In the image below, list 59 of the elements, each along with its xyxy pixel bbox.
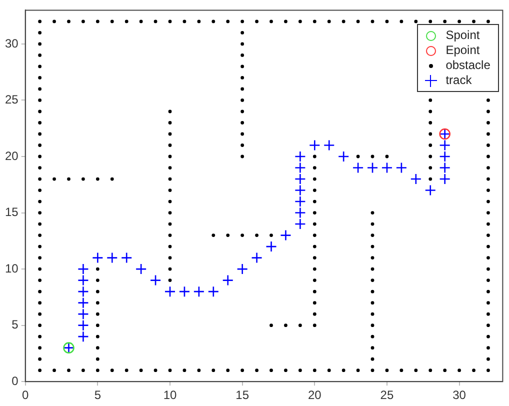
point — [323, 140, 335, 151]
point — [78, 263, 89, 275]
x-tick-label: 30 — [452, 388, 466, 402]
point — [78, 308, 89, 320]
point — [106, 252, 118, 264]
y-tick-label: 5 — [12, 318, 19, 332]
point — [396, 162, 408, 174]
x-tick-label: 5 — [94, 388, 102, 402]
point — [439, 150, 450, 162]
point — [294, 218, 306, 230]
point — [178, 286, 190, 298]
point — [92, 252, 104, 264]
x-tick-label: 0 — [22, 388, 30, 402]
point — [309, 140, 320, 151]
point — [78, 286, 89, 298]
point — [120, 252, 132, 264]
legend-label: Epoint — [446, 43, 480, 58]
point — [439, 173, 450, 185]
point — [410, 173, 422, 185]
point — [193, 286, 205, 298]
point — [78, 330, 89, 342]
point — [338, 150, 350, 162]
point — [439, 162, 450, 174]
point — [294, 184, 306, 196]
legend-label: Spoint — [446, 28, 480, 44]
point — [294, 150, 306, 162]
point — [366, 162, 378, 174]
y-tick-label: 15 — [4, 205, 19, 220]
point — [135, 263, 147, 275]
point — [280, 230, 292, 241]
point — [78, 297, 89, 308]
point — [294, 173, 306, 185]
legend-label: track — [446, 73, 472, 88]
point — [352, 162, 364, 174]
y-tick-label: 0 — [12, 374, 19, 388]
point — [150, 274, 162, 286]
y-tick-label: 10 — [4, 261, 19, 276]
point — [164, 286, 176, 298]
y-tick-label: 25 — [4, 92, 19, 107]
y-tick-label: 20 — [4, 148, 19, 163]
x-tick-label: 15 — [236, 388, 250, 402]
point — [381, 162, 393, 174]
point — [266, 240, 277, 252]
point — [439, 140, 450, 151]
point — [78, 274, 89, 286]
point — [424, 184, 436, 196]
point — [208, 286, 220, 298]
x-tick-label: 20 — [308, 388, 322, 402]
point — [251, 252, 262, 264]
x-tick-label: 10 — [163, 388, 177, 402]
x-tick-label: 25 — [380, 388, 394, 402]
point — [294, 162, 306, 174]
legend-label: obstacle — [446, 58, 490, 74]
point — [78, 320, 89, 331]
point — [294, 196, 306, 208]
point — [236, 263, 248, 275]
point — [294, 207, 306, 218]
y-tick-label: 30 — [4, 36, 19, 50]
point — [222, 274, 234, 286]
